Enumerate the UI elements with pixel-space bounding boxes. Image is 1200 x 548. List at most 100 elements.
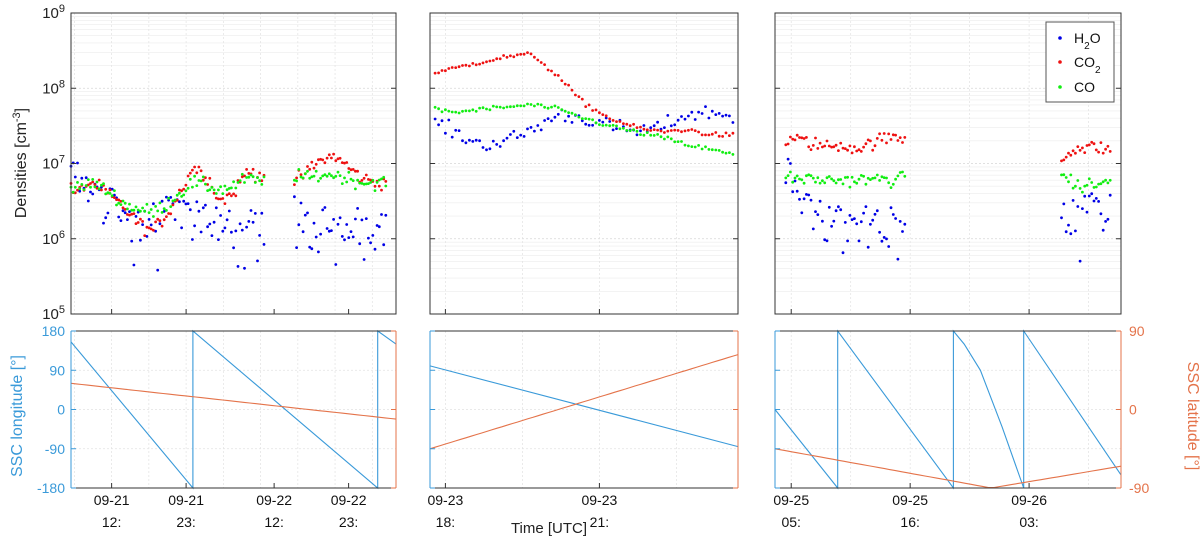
panel-1-h2o-point bbox=[369, 241, 372, 245]
panel-1-co-point bbox=[375, 181, 379, 184]
panel-2-co-point bbox=[714, 148, 718, 152]
panel-1-co2-point bbox=[221, 197, 225, 200]
panel-3-co-point bbox=[896, 174, 900, 178]
panel-3-co-point bbox=[802, 181, 806, 185]
panel-3-co2-point bbox=[898, 136, 902, 140]
panel-2-co-point bbox=[584, 117, 588, 120]
panel-2-h2o-point bbox=[478, 139, 481, 143]
panel-3-h2o-point bbox=[894, 217, 897, 220]
panel-1-co-point bbox=[336, 170, 340, 174]
panel-3-h2o-point bbox=[834, 209, 838, 213]
panel-2-co-point bbox=[529, 103, 533, 106]
panel-2-co-point bbox=[536, 102, 540, 106]
panel-2-co2-point bbox=[666, 129, 670, 133]
panel-1-co2-point bbox=[336, 157, 340, 161]
panel-2-co2-point bbox=[447, 67, 451, 70]
panel-1-co-point bbox=[243, 181, 246, 184]
panel-2-h2o-point bbox=[495, 143, 499, 146]
panel-1-co-point bbox=[349, 177, 353, 181]
panel-1-co2-point bbox=[115, 198, 118, 202]
panel-1-co-point bbox=[223, 184, 227, 188]
legend-entry-h2o: H2O bbox=[1058, 30, 1101, 52]
panel-2-co-point bbox=[553, 104, 557, 108]
panel-2-h2o-point bbox=[598, 119, 601, 122]
panel-1-h2o-point bbox=[123, 211, 127, 215]
panel-1-co-point bbox=[208, 188, 212, 192]
panel-2-co-point bbox=[495, 105, 499, 109]
panel-1-h2o-point bbox=[234, 229, 238, 233]
panel-2-co2-point bbox=[481, 61, 485, 65]
panel-3-co-point bbox=[848, 185, 852, 189]
panel-2-co-point bbox=[656, 133, 659, 136]
panel-3-co2-point bbox=[859, 150, 863, 153]
panel-3-co2-point bbox=[1081, 146, 1084, 150]
panel-1-h2o-point bbox=[343, 238, 346, 242]
panel-3-co-point bbox=[887, 181, 891, 185]
panel-2-h2o-point bbox=[690, 110, 694, 114]
panel-3-co2-point bbox=[807, 145, 811, 149]
panel-2-co2-point bbox=[710, 132, 714, 136]
panel-3-co-point bbox=[834, 181, 838, 185]
panel-2-h2o-point bbox=[591, 123, 594, 127]
panel-1-co2-point bbox=[156, 217, 160, 221]
panel-3-h2o-point bbox=[1097, 200, 1100, 203]
panel-1-co-point bbox=[195, 184, 199, 188]
panel-1-co2-point bbox=[247, 172, 251, 175]
panel-2-co2-point bbox=[570, 88, 574, 92]
panel-3-h2o-point bbox=[885, 237, 888, 241]
panel-1-co-point bbox=[178, 191, 181, 195]
panel-3-h2o-point bbox=[901, 230, 904, 233]
panel-3-co-point bbox=[873, 176, 877, 180]
panel-3-co2-point bbox=[873, 144, 877, 148]
panel-3-h2o-point bbox=[891, 213, 895, 216]
panel-1-h2o-point bbox=[364, 217, 368, 221]
panel-1-co2-point bbox=[312, 166, 316, 170]
panel-2-co2-point bbox=[440, 69, 444, 72]
panel-1-co-point bbox=[158, 201, 162, 205]
panel-2-co-point bbox=[461, 109, 464, 113]
panel-1-co2-point bbox=[175, 198, 179, 202]
panel-2-h2o-point bbox=[433, 117, 437, 121]
panel-2-co2-point bbox=[509, 54, 512, 58]
panel-2-co-point bbox=[601, 124, 605, 127]
lat-tick-label-0: 90 bbox=[1129, 323, 1145, 339]
panel-3-h2o-point bbox=[1081, 207, 1084, 211]
panel-2-co2-point bbox=[502, 54, 505, 57]
panel-1-h2o-point bbox=[317, 250, 320, 254]
panel-1-co-point bbox=[184, 189, 188, 193]
panel-2-co-point bbox=[474, 109, 478, 113]
panel-1-h2o-point bbox=[178, 200, 181, 204]
panel-1-co2-point bbox=[308, 167, 312, 171]
panel-2-co-point bbox=[683, 143, 687, 147]
ssc-latitude-axis-label: SSC latitude [°] bbox=[1184, 362, 1200, 471]
panel-1-co-point bbox=[358, 181, 362, 185]
panel-1-co-point bbox=[369, 181, 372, 184]
panel-1-co-point bbox=[156, 209, 160, 213]
panel-3-co-point bbox=[786, 174, 790, 178]
panel-1-co-point bbox=[258, 179, 261, 183]
panel-2-co2-point bbox=[526, 51, 529, 54]
panel-3-h2o-point bbox=[802, 197, 806, 201]
panel-1-h2o-point bbox=[91, 192, 95, 196]
panel-1-co-point bbox=[362, 182, 366, 186]
panel-3-h2o-point bbox=[882, 236, 886, 239]
panel-2-co-point bbox=[481, 106, 485, 110]
panel-2-co2-point bbox=[693, 129, 697, 133]
panel-1-co2-point bbox=[145, 225, 149, 229]
panel-1-co2-point bbox=[169, 212, 173, 216]
panel-1-co2-point bbox=[147, 226, 151, 230]
panel-3-co-point bbox=[901, 170, 904, 174]
panel-1-h2o-point bbox=[212, 220, 216, 224]
panel-1-co-point bbox=[162, 207, 166, 211]
panel-3-h2o-point bbox=[853, 217, 856, 221]
panel-1-co2-point bbox=[380, 188, 383, 192]
panel-3-h2o-point bbox=[898, 220, 902, 223]
panel-2-tick-time-1: 21: bbox=[590, 514, 609, 530]
panel-2-co2-point bbox=[457, 65, 461, 69]
panel-1-h2o-point bbox=[78, 189, 82, 193]
panel-1-co-point bbox=[232, 180, 236, 184]
panel-3-co2-point bbox=[882, 132, 886, 135]
panel-3-h2o-point bbox=[805, 193, 808, 196]
panel-2-ssc-latitude-line bbox=[429, 354, 739, 450]
panel-1-h2o-point bbox=[310, 247, 314, 251]
